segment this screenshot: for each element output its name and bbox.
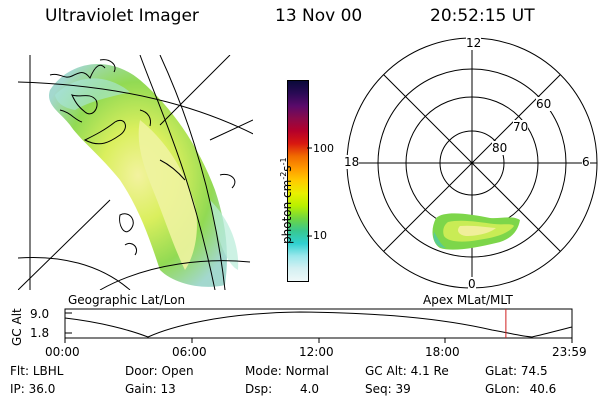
- info-glat-value: 74.5: [520, 364, 548, 378]
- altitude-y-top: 9.0: [30, 307, 50, 321]
- mlat-label-60: 60: [536, 97, 552, 111]
- info-mode-value: Normal: [285, 364, 329, 378]
- info-seq-key: Seq:: [365, 382, 392, 396]
- info-glon-value: 40.6: [529, 382, 557, 396]
- info-mode: Mode: Normal: [245, 364, 329, 378]
- info-seq-value: 39: [395, 382, 411, 396]
- altitude-y-bottom: 1.8: [30, 326, 50, 340]
- geo-panel-label: Geographic Lat/Lon: [68, 293, 186, 307]
- polar-panel-label: Apex MLat/MLT: [423, 293, 513, 307]
- info-dsp-key: Dsp:: [245, 382, 273, 396]
- info-door: Door: Open: [125, 364, 194, 378]
- x-tick-0000: 00:00: [45, 345, 80, 359]
- info-flt: Flt: LBHL: [10, 364, 63, 378]
- mlt-label-18: 18: [344, 155, 360, 169]
- info-mode-key: Mode:: [245, 364, 282, 378]
- geo-map-content: [18, 55, 253, 290]
- x-tick-0600: 06:00: [172, 345, 207, 359]
- mlat-label-80: 80: [492, 141, 508, 155]
- x-tick-1800: 18:00: [425, 345, 460, 359]
- info-gain-value: 13: [160, 382, 176, 396]
- x-tick-2359: 23:59: [552, 345, 587, 359]
- instrument-title: Ultraviolet Imager: [45, 6, 199, 26]
- info-gc-alt-value: 4.1 Re: [410, 364, 449, 378]
- info-gc-alt-key: GC Alt:: [365, 364, 407, 378]
- info-ip-key: IP:: [10, 382, 25, 396]
- colorbar-tick-10: 10: [313, 229, 327, 242]
- info-seq: Seq: 39: [365, 382, 411, 396]
- info-gain: Gain: 13: [125, 382, 176, 396]
- info-glat-key: GLat:: [485, 364, 518, 378]
- info-door-key: Door:: [125, 364, 158, 378]
- colorbar-tick-100: 100: [313, 142, 334, 155]
- info-glon-key: GLon:: [485, 382, 520, 396]
- x-tick-1200: 12:00: [299, 345, 334, 359]
- info-gain-key: Gain:: [125, 382, 157, 396]
- info-dsp-value: 4.0: [299, 382, 320, 396]
- date-label: 13 Nov 00: [275, 6, 363, 26]
- info-gc-alt: GC Alt: 4.1 Re: [365, 364, 449, 378]
- info-ip-value: 36.0: [28, 382, 56, 396]
- mlt-label-12: 12: [466, 36, 482, 50]
- info-glat: GLat: 74.5: [485, 364, 548, 378]
- info-flt-value: LBHL: [32, 364, 64, 378]
- time-label: 20:52:15 UT: [430, 6, 535, 26]
- colorbar: [287, 80, 309, 282]
- altitude-curve: [64, 311, 573, 338]
- mlat-label-70: 70: [513, 120, 529, 134]
- info-flt-key: Flt:: [10, 364, 29, 378]
- info-ip: IP: 36.0: [10, 382, 55, 396]
- info-glon: GLon: 40.6: [485, 382, 556, 396]
- info-door-value: Open: [161, 364, 194, 378]
- mlt-label-6: 6: [582, 155, 590, 169]
- mlt-label-0: 0: [468, 277, 476, 291]
- info-dsp: Dsp: 4.0: [245, 382, 319, 396]
